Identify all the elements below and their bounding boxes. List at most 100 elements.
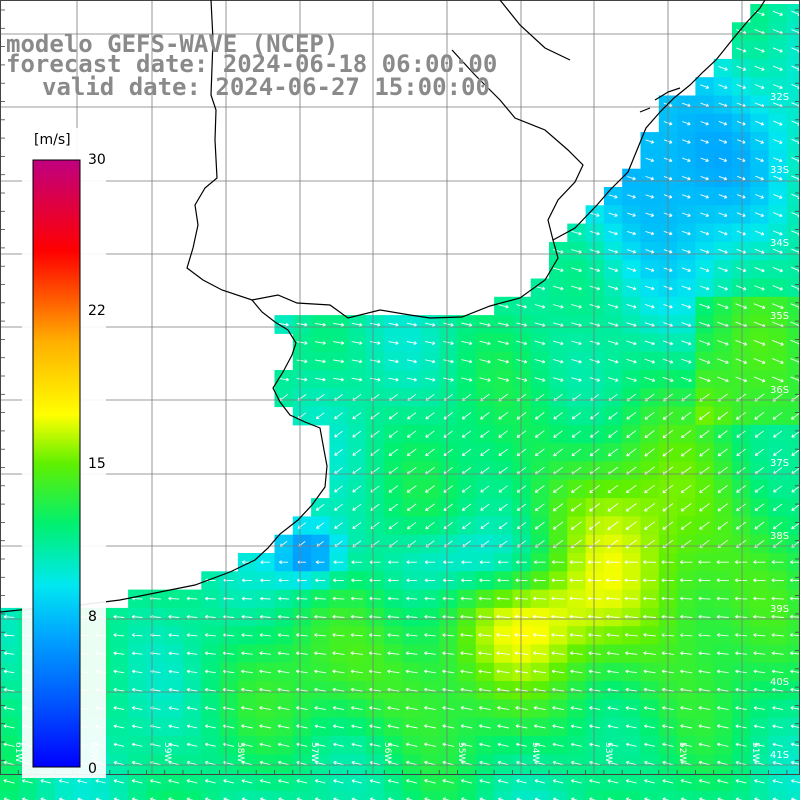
wind-arrow (186, 596, 198, 601)
wind-arrow (387, 687, 400, 692)
field-cell (786, 95, 800, 115)
wind-arrow (753, 596, 766, 601)
wind-arrow (736, 120, 746, 126)
wind-arrow (716, 614, 729, 619)
wind-arrow (424, 778, 436, 784)
wind-arrow (388, 341, 399, 345)
wind-arrow (131, 724, 143, 729)
wind-arrow (387, 614, 400, 619)
wind-arrow (460, 614, 473, 619)
wind-arrow (771, 633, 784, 637)
wind-arrow (314, 760, 326, 766)
wind-arrow (442, 596, 454, 601)
wind-arrow (772, 65, 783, 71)
wind-arrow (717, 448, 728, 457)
wind-arrow (607, 377, 619, 382)
wind-arrow (480, 430, 490, 438)
wind-arrow (497, 760, 509, 766)
wind-arrow (369, 724, 381, 729)
wind-arrow (460, 651, 473, 656)
wind-arrow (278, 596, 289, 601)
wind-arrow (424, 633, 436, 637)
wind-arrow (460, 705, 473, 711)
wind-arrow (480, 485, 490, 493)
wind-arrow (753, 651, 766, 656)
wind-arrow (443, 340, 454, 346)
wind-arrow (626, 285, 637, 291)
wind-arrow (608, 194, 618, 199)
wind-arrow (643, 669, 656, 674)
wind-arrow (643, 706, 656, 710)
wind-arrow (624, 614, 638, 619)
wind-arrow (625, 651, 638, 656)
wind-arrow (625, 724, 637, 729)
wind-arrow (369, 742, 381, 747)
wind-arrow (681, 358, 692, 364)
field-cell (786, 4, 800, 23)
wind-arrow (368, 651, 382, 656)
wind-arrow (772, 706, 784, 710)
wind-arrow (551, 651, 565, 656)
wind-arrow (772, 266, 783, 273)
wind-arrow (552, 340, 564, 346)
wind-arrow (570, 724, 582, 729)
wind-arrow (625, 760, 637, 766)
wind-arrow (516, 779, 527, 784)
wind-arrow (698, 376, 711, 383)
wind-arrow (314, 614, 327, 619)
wind-arrow (534, 322, 546, 327)
longitude-label: 52W (677, 742, 687, 762)
wind-arrow (497, 322, 509, 327)
wind-arrow (168, 779, 180, 784)
wind-arrow (552, 304, 564, 309)
wind-arrow (589, 779, 601, 784)
wind-arrow (605, 578, 620, 583)
wind-arrow (699, 430, 710, 439)
wind-arrow (771, 596, 784, 601)
wind-arrow (351, 377, 363, 382)
wind-arrow (588, 539, 601, 549)
wind-arrow (734, 578, 748, 583)
wind-arrow (406, 503, 417, 512)
wind-arrow (644, 448, 655, 457)
field-cell (677, 790, 696, 800)
wind-arrow (514, 632, 529, 637)
wind-arrow (644, 340, 655, 346)
wind-arrow (149, 779, 161, 784)
wind-arrow (771, 339, 784, 346)
field-cell (786, 132, 800, 151)
wind-arrow (405, 724, 418, 729)
wind-arrow (607, 779, 619, 784)
wind-arrow (443, 412, 453, 420)
wind-arrow (186, 779, 198, 784)
wind-arrow (644, 411, 655, 420)
wind-arrow (607, 340, 619, 346)
wind-arrow (332, 669, 345, 674)
wind-arrow (718, 65, 728, 71)
wind-arrow (460, 633, 473, 637)
wind-arrow (241, 742, 253, 747)
wind-arrow (405, 651, 418, 656)
wind-arrow (113, 633, 125, 637)
wind-arrow (735, 651, 747, 656)
wind-arrow (314, 669, 327, 674)
wind-arrow (552, 503, 564, 512)
field-cell (18, 790, 38, 800)
wind-arrow (718, 212, 728, 218)
wind-arrow (698, 760, 711, 766)
wind-arrow (735, 633, 748, 637)
field-cell (695, 790, 715, 800)
wind-arrow (515, 560, 528, 564)
wind-arrow (204, 779, 216, 784)
wind-arrow (551, 578, 565, 583)
wind-arrow (204, 614, 216, 619)
wind-arrow (369, 706, 381, 711)
wind-arrow (754, 430, 764, 438)
wind-arrow (3, 779, 15, 784)
wind-arrow (754, 760, 765, 766)
wind-arrow (533, 724, 546, 729)
wind-arrow (680, 669, 693, 674)
wind-arrow (606, 614, 620, 619)
wind-arrow (204, 596, 216, 601)
wind-arrow (186, 760, 198, 766)
